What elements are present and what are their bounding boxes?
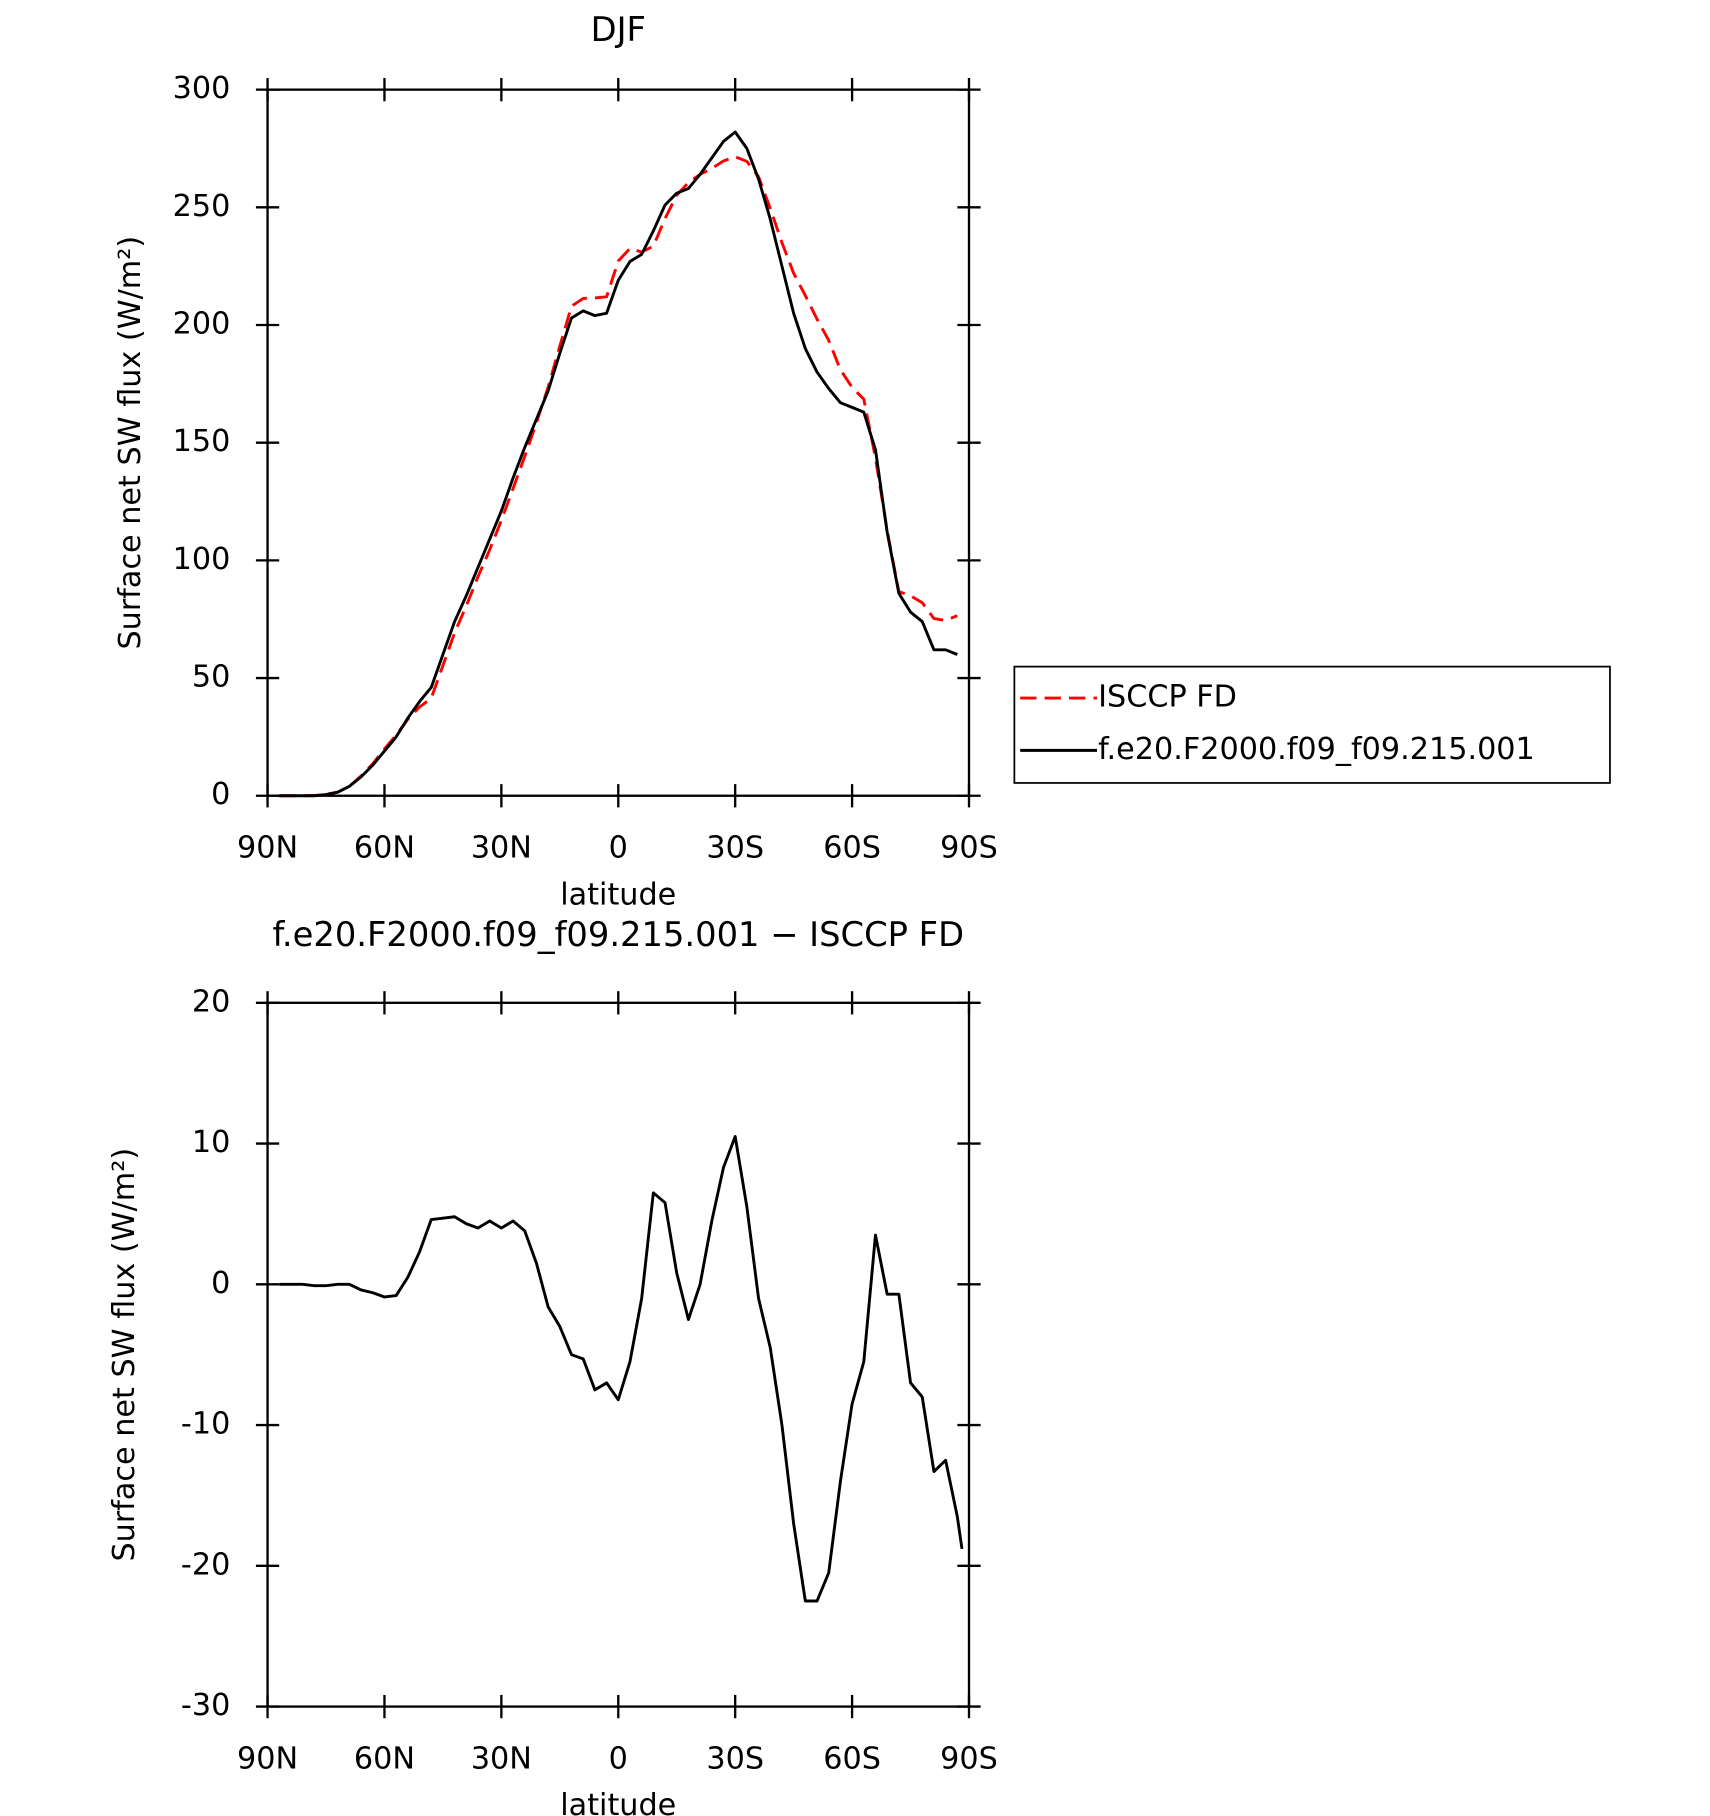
chart-title: f.e20.F2000.f09_f09.215.001 − ISCCP FD — [273, 915, 965, 954]
y-tick-label: 250 — [173, 189, 231, 224]
y-tick-label: 100 — [173, 542, 231, 577]
x-tick-label: 60S — [823, 831, 881, 866]
x-tick-label: 30S — [706, 831, 764, 866]
data-line — [279, 155, 958, 798]
x-tick-label: 30N — [471, 831, 532, 866]
x-tick-label: 90N — [237, 831, 298, 866]
data-line — [279, 1135, 964, 1603]
x-tick-label: 60S — [823, 1742, 881, 1777]
y-axis-label: Surface net SW flux (W/m²) — [113, 236, 148, 650]
y-tick-label: 0 — [211, 1266, 230, 1301]
legend-label: ISCCP FD — [1098, 680, 1237, 715]
y-tick-label: 300 — [173, 71, 231, 106]
x-tick-label: 30N — [471, 1742, 532, 1777]
y-tick-label: -10 — [181, 1407, 230, 1442]
x-tick-label: 0 — [609, 1742, 628, 1777]
x-axis-label: latitude — [560, 1788, 676, 1816]
plot-frame — [266, 88, 971, 797]
x-tick-label: 0 — [609, 831, 628, 866]
y-axis-label: Surface net SW flux (W/m²) — [107, 1148, 142, 1562]
y-tick-label: 20 — [192, 984, 230, 1019]
y-tick-label: -20 — [181, 1547, 230, 1582]
y-tick-label: 200 — [173, 307, 231, 342]
x-axis-label: latitude — [560, 877, 676, 912]
y-tick-label: 0 — [211, 777, 230, 812]
y-tick-label: 150 — [173, 424, 231, 459]
x-tick-label: 60N — [354, 1742, 415, 1777]
x-tick-label: 90S — [940, 831, 998, 866]
x-tick-label: 90S — [940, 1742, 998, 1777]
legend-box — [1013, 665, 1611, 784]
legend-label: f.e20.F2000.f09_f09.215.001 — [1098, 732, 1535, 767]
y-tick-label: 10 — [192, 1125, 230, 1160]
y-tick-label: -30 — [181, 1688, 230, 1723]
x-tick-label: 30S — [706, 1742, 764, 1777]
x-tick-label: 60N — [354, 831, 415, 866]
chart-title: DJF — [591, 10, 646, 49]
data-line — [279, 130, 958, 798]
y-tick-label: 50 — [192, 660, 230, 695]
x-tick-label: 90N — [237, 1742, 298, 1777]
